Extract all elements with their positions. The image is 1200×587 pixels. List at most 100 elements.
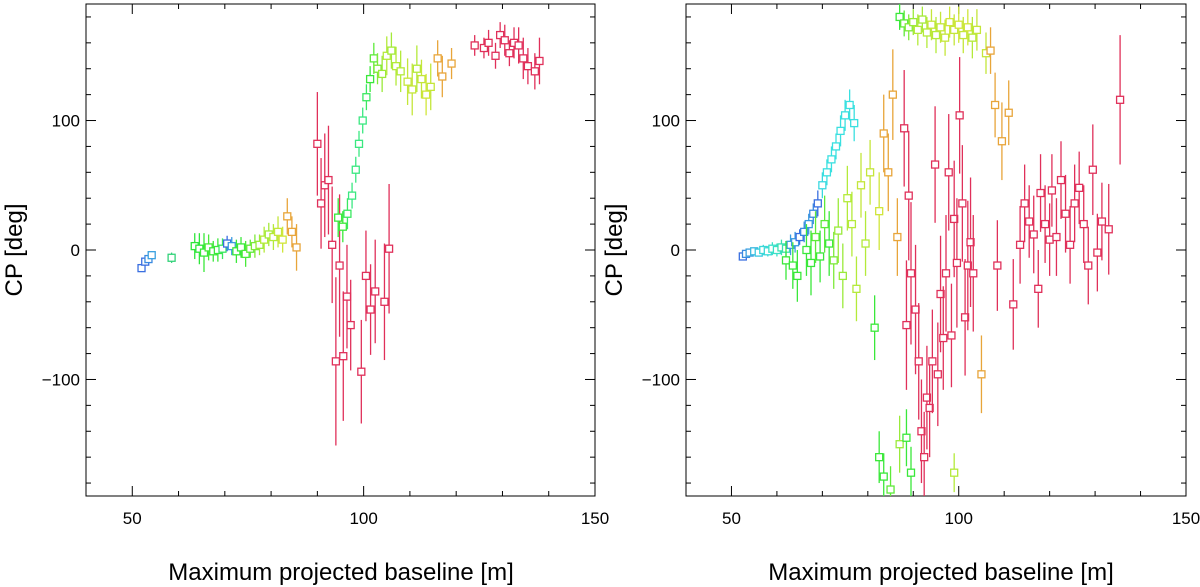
- marker: [447, 59, 456, 68]
- marker: [800, 227, 809, 237]
- data-point: [324, 125, 333, 235]
- data-point: [354, 130, 364, 157]
- marker: [433, 54, 442, 63]
- marker: [914, 357, 923, 366]
- marker: [945, 17, 954, 27]
- data-point: [484, 29, 493, 56]
- x-tick-label: 100: [349, 509, 377, 528]
- marker: [793, 271, 802, 281]
- data-point: [1036, 154, 1045, 232]
- marker: [950, 468, 959, 477]
- marker: [947, 331, 956, 340]
- data-point: [850, 104, 859, 142]
- y-axis-label: CP [deg]: [601, 204, 628, 297]
- data-point: [827, 146, 836, 173]
- data-point: [1056, 141, 1066, 219]
- marker: [351, 165, 360, 174]
- data-point: [831, 133, 841, 160]
- data-point: [500, 24, 509, 56]
- axes: 50 100 150 −100 0 100: [642, 4, 1200, 528]
- marker: [904, 191, 913, 200]
- marker: [1079, 219, 1088, 229]
- marker: [479, 43, 489, 53]
- marker: [357, 367, 366, 376]
- marker: [820, 219, 829, 229]
- marker: [888, 90, 897, 99]
- data-point: [927, 9, 936, 41]
- marker: [387, 46, 396, 55]
- y-tick-label: 0: [71, 241, 80, 260]
- marker: [384, 244, 394, 253]
- marker: [969, 269, 978, 278]
- data-point: [1020, 164, 1029, 243]
- marker: [906, 269, 916, 278]
- marker: [365, 74, 375, 84]
- marker: [535, 56, 544, 66]
- marker: [845, 100, 854, 110]
- marker: [829, 256, 838, 265]
- data-point: [847, 191, 857, 257]
- data-point: [793, 250, 802, 302]
- data-point: [377, 55, 387, 93]
- marker: [939, 333, 948, 343]
- marker: [930, 160, 940, 169]
- data-point: [861, 211, 870, 276]
- marker: [1025, 217, 1034, 226]
- marker: [958, 199, 967, 208]
- data-point: [815, 230, 825, 283]
- data-point: [809, 203, 818, 225]
- data-point: [845, 89, 854, 121]
- y-tick-label: 100: [52, 112, 80, 131]
- data-point: [339, 291, 348, 421]
- marker: [354, 139, 364, 148]
- marker: [500, 36, 509, 45]
- marker: [342, 292, 352, 301]
- marker: [963, 23, 972, 32]
- data-point: [346, 279, 355, 371]
- data-point: [800, 221, 809, 243]
- data-point: [412, 45, 422, 93]
- data-point: [1047, 154, 1057, 227]
- marker: [1097, 217, 1107, 226]
- data-point: [495, 22, 505, 49]
- marker: [993, 261, 1002, 270]
- data-point: [968, 16, 977, 59]
- marker: [795, 232, 804, 242]
- plot-frame: [85, 3, 596, 497]
- marker: [316, 199, 326, 208]
- marker: [391, 61, 401, 71]
- marker: [838, 271, 847, 281]
- marker: [408, 85, 417, 94]
- data-point: [1097, 182, 1107, 261]
- data-point: [843, 165, 852, 231]
- data-point: [804, 213, 813, 235]
- marker: [811, 232, 820, 242]
- marker: [865, 168, 875, 177]
- marker: [361, 271, 371, 281]
- data-point: [287, 216, 297, 248]
- data-point: [470, 35, 479, 56]
- data-point: [313, 92, 322, 196]
- marker: [484, 38, 493, 47]
- marker: [241, 249, 250, 259]
- data-point: [879, 453, 888, 496]
- y-tick-label: −100: [642, 370, 680, 389]
- data-point: [902, 409, 911, 467]
- data-point: [900, 70, 909, 187]
- data-point: [1061, 174, 1070, 253]
- marker: [922, 393, 932, 402]
- data-point: [879, 94, 888, 173]
- data-point: [917, 379, 926, 484]
- marker: [371, 287, 380, 296]
- marker: [893, 232, 902, 242]
- data-point: [1025, 185, 1034, 258]
- marker: [936, 289, 945, 299]
- data-point: [930, 106, 940, 223]
- axes: 50 100 150 −100 0 100: [42, 4, 609, 528]
- data-point: [958, 145, 967, 262]
- marker: [950, 214, 959, 224]
- data-point: [954, 6, 963, 43]
- data-point: [909, 9, 918, 36]
- marker: [940, 33, 950, 42]
